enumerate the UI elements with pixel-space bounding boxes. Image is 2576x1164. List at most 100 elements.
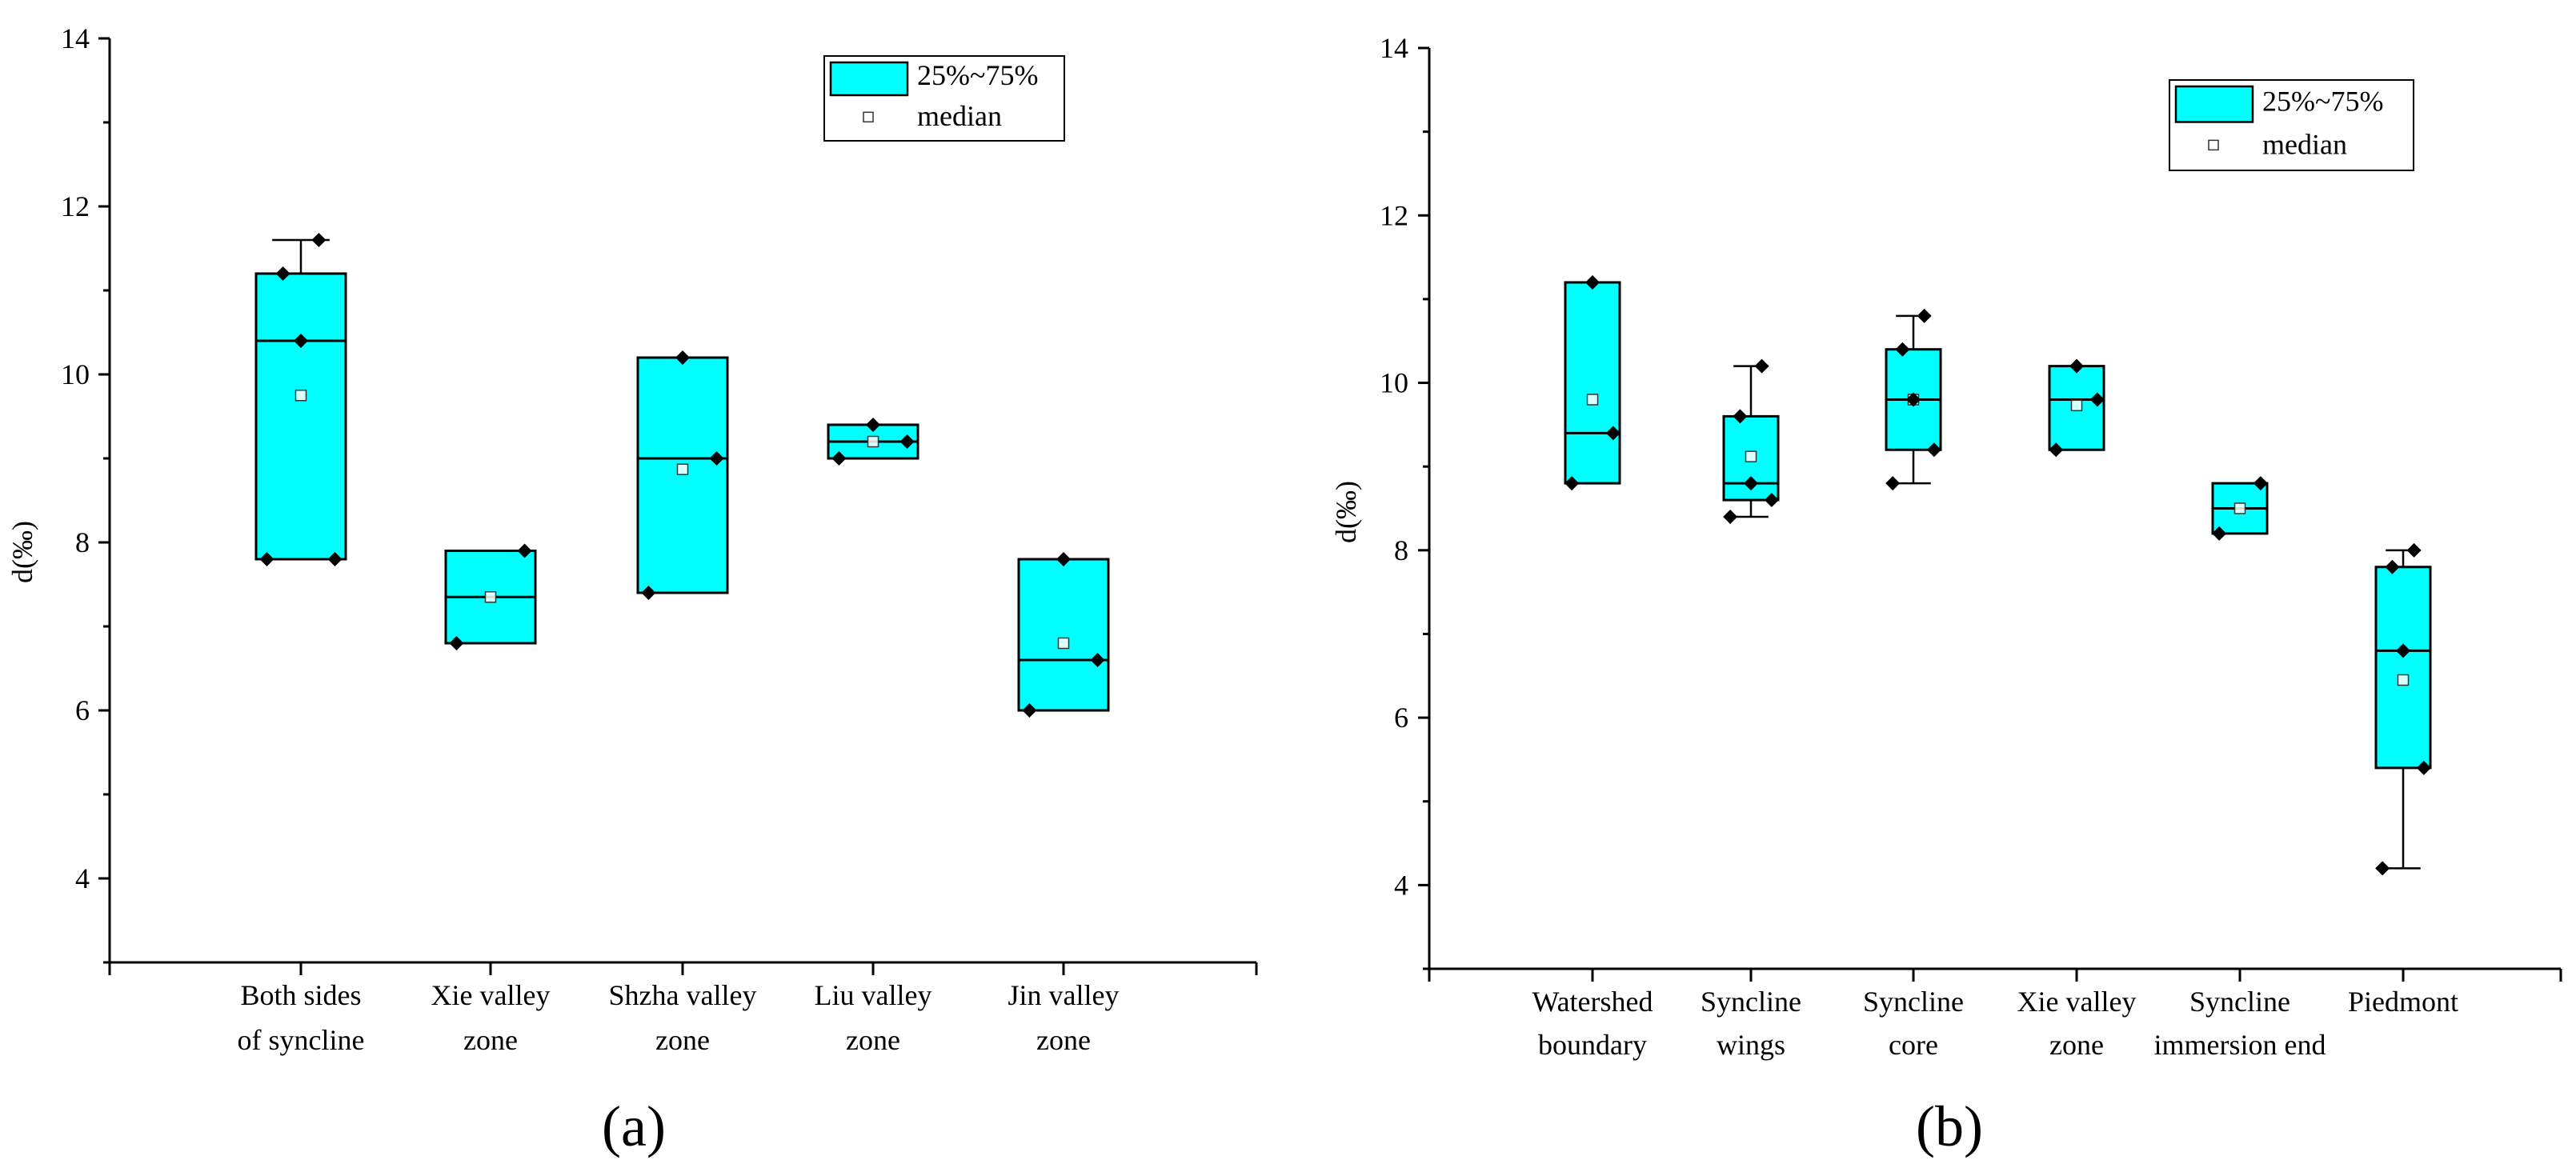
data-point [517,543,532,558]
y-axis-label: d(‰) [1330,481,1362,543]
data-point [2406,542,2422,558]
data-point [1926,442,1941,458]
mean-marker [867,435,879,448]
category-label: zone [846,1024,900,1056]
y-tick-label: 6 [75,694,90,726]
data-point [294,334,308,348]
chart-panel-a: 4 6 8 10 12 14 d(‰) Both sides of syncline Xie va… [6,22,1258,1158]
y-tick-label: 10 [61,358,90,390]
legend-median-marker [2208,139,2219,151]
mean-marker [1057,637,1070,650]
data-point [2416,760,2431,775]
legend-median-label: median [2262,129,2347,161]
legend-median-marker [863,111,874,123]
data-point [1744,476,1758,491]
category-label: immersion end [2154,1029,2326,1061]
y-tick-label: 6 [1394,702,1408,734]
data-point [327,552,343,566]
category-label: Jin valley [1008,979,1120,1011]
y-tick-label: 4 [75,862,90,894]
data-point [1906,392,1921,407]
data-point [2069,358,2084,374]
data-point [709,451,724,466]
data-point [1564,476,1580,491]
category-label: Xie valley [431,979,551,1011]
panel-label: (b) [1916,1094,1983,1158]
legend-box-label: 25%~75% [917,59,1038,91]
data-point [1056,552,1071,566]
category-label: Liu valley [815,979,932,1011]
category-label: Piedmont [2348,986,2458,1018]
category-label: Xie valley [2017,986,2137,1018]
mean-marker [1586,394,1599,406]
mean-marker [676,463,689,475]
y-tick-label: 8 [1394,534,1408,566]
data-point [866,418,880,432]
category-label: wings [1717,1029,1785,1061]
box [1564,281,1621,485]
data-point [2385,559,2400,574]
legend-median-label: median [917,100,1002,132]
y-tick-label: 12 [61,190,90,222]
y-tick-label: 14 [1380,32,1408,64]
data-point [1917,308,1932,323]
category-label: Syncline [2189,986,2290,1018]
box [2374,566,2432,770]
y-tick-label: 4 [1394,869,1408,901]
data-point [275,266,290,281]
category-label: zone [1036,1024,1091,1056]
legend-box-swatch [829,61,909,97]
category-label: core [1889,1029,1938,1061]
category-label: zone [463,1024,518,1056]
mean-marker [294,390,307,402]
y-tick-label: 8 [75,526,90,558]
data-point [1885,476,1901,491]
y-tick-label: 12 [1380,199,1408,231]
mean-marker [1745,450,1757,462]
data-point [1754,358,1769,374]
data-point [2253,476,2268,491]
data-point [1733,409,1748,424]
data-point [449,636,464,650]
data-point [2212,526,2227,541]
box [1017,558,1110,712]
data-point [311,233,327,247]
data-point [899,434,915,449]
data-point [2396,643,2410,658]
data-point [1585,274,1600,290]
mean-marker [2397,674,2410,686]
data-point [1605,426,1621,441]
data-point [1764,493,1779,508]
mean-marker [484,591,497,603]
data-point [1090,653,1105,667]
mean-marker [2233,502,2246,514]
data-point [259,552,274,566]
data-point [2375,861,2390,876]
data-point [2089,392,2105,407]
data-point [1723,509,1738,524]
category-label: Shzha valley [609,979,757,1011]
mean-marker [2070,399,2083,412]
data-point [641,586,656,600]
chart-panel-b: 4 6 8 10 12 14 d(‰) Watershed boundary Syncline wi… [1330,32,2562,1158]
box [636,356,729,594]
data-point [675,350,690,365]
category-label: Both sides [240,979,361,1011]
box [254,272,347,561]
y-tick-label: 10 [1380,367,1408,399]
legend-box-label: 25%~75% [2262,85,2383,117]
data-point [1895,342,1910,357]
data-point [1022,703,1037,718]
data-point [831,451,847,466]
panel-label: (a) [602,1094,666,1158]
legend-box-swatch [2174,85,2254,123]
category-label: Syncline [1863,986,1964,1018]
category-label: zone [2049,1029,2104,1061]
category-label: boundary [1538,1029,1647,1061]
y-axis-label: d(‰) [6,521,38,583]
category-label: Syncline [1701,986,1801,1018]
category-label: of syncline [238,1024,365,1056]
category-label: zone [655,1024,710,1056]
y-tick-label: 14 [61,22,90,54]
